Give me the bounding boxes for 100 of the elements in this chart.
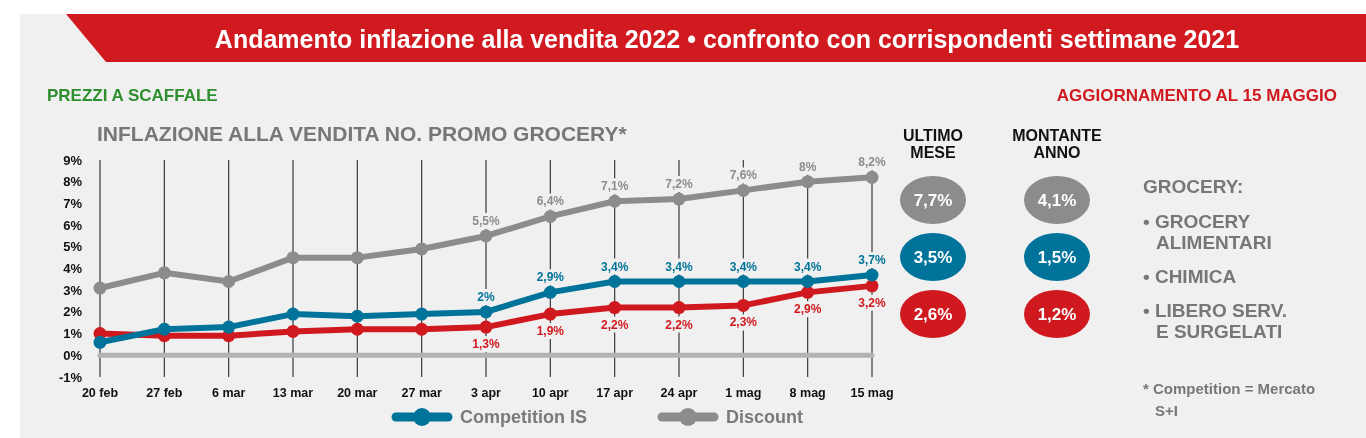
- point: [801, 175, 815, 189]
- point: [736, 275, 750, 289]
- data-label: 1,2%: [1037, 304, 1077, 324]
- point: [286, 324, 300, 338]
- text: • CHIMICA: [1143, 266, 1237, 287]
- legend-label: Competition IS: [460, 407, 587, 427]
- data-label: 3,4%: [600, 259, 629, 274]
- x-tick-label: 17 apr: [596, 386, 634, 400]
- data-label: 7,1%: [600, 179, 629, 194]
- data-label: 2,6%: [913, 304, 953, 324]
- text: * Competition = Mercato S+I: [1143, 380, 1316, 419]
- point: [350, 309, 364, 323]
- text: • LIBERO SERV. E SURGELATI: [1143, 300, 1287, 342]
- x-tick-label: 10 apr: [531, 386, 569, 400]
- point: [286, 251, 300, 265]
- point: [865, 268, 879, 282]
- point: [479, 229, 493, 243]
- point: [93, 281, 107, 295]
- x-tick-label: 3 apr: [471, 386, 502, 400]
- point: [608, 275, 622, 289]
- data-label: 7,6%: [729, 168, 758, 183]
- point: [415, 307, 429, 321]
- data-label: 4,1%: [1037, 190, 1077, 210]
- y-tick-label: 3%: [63, 282, 83, 298]
- y-tick-label: 8%: [63, 174, 83, 190]
- text: GROCERY:: [1143, 176, 1244, 197]
- point: [350, 322, 364, 336]
- data-label: 3,4%: [665, 259, 693, 274]
- x-tick-label: 24 apr: [660, 386, 698, 400]
- text: PREZZI A SCAFFALE: [47, 86, 218, 105]
- x-tick-label: 20 feb: [81, 386, 119, 400]
- y-tick-label: 6%: [63, 217, 83, 233]
- point: [93, 335, 107, 349]
- x-tick-label: 27 feb: [146, 386, 183, 400]
- point: [672, 192, 686, 206]
- category-label: ULTIMO MESE: [902, 127, 964, 161]
- point: [157, 322, 171, 336]
- point: [672, 301, 686, 315]
- point: [157, 266, 171, 280]
- data-label: 8,2%: [858, 155, 886, 170]
- x-tick-label: 13 mar: [272, 386, 314, 400]
- data-label: 3,7%: [858, 253, 886, 268]
- data-label: 2,3%: [729, 315, 758, 330]
- data-label: 3,5%: [913, 247, 953, 267]
- point: [543, 307, 557, 321]
- data-label: 5,5%: [472, 213, 500, 228]
- x-tick-label: 6 mar: [211, 386, 246, 400]
- data-label: 3,4%: [729, 259, 758, 274]
- y-tick-label: 7%: [63, 195, 83, 211]
- text: AGGIORNAMENTO AL 15 MAGGIO: [1056, 86, 1337, 105]
- data-label: 8%: [798, 159, 817, 174]
- data-label: 1,5%: [1037, 247, 1077, 267]
- point: [608, 194, 622, 208]
- x-tick-label: 20 mar: [337, 386, 378, 400]
- data-label: 2,9%: [536, 270, 565, 285]
- legend-label: Discount: [726, 407, 804, 427]
- point: [865, 279, 879, 293]
- point: [801, 285, 815, 299]
- x-tick-label: 15 mag: [850, 386, 894, 400]
- y-tick-label: 9%: [63, 152, 83, 168]
- point: [608, 301, 622, 315]
- data-label: 2,2%: [665, 317, 693, 332]
- x-tick-label: 8 mag: [789, 386, 826, 400]
- data-label: 7,7%: [913, 190, 953, 210]
- data-label: 3,4%: [793, 259, 822, 274]
- y-tick-label: 1%: [63, 326, 83, 342]
- point: [801, 275, 815, 289]
- point: [222, 275, 236, 289]
- point: [865, 170, 879, 184]
- point: [350, 251, 364, 265]
- x-tick-label: 27 mar: [401, 386, 442, 400]
- point: [415, 322, 429, 336]
- data-label: 1,9%: [536, 324, 565, 339]
- point: [479, 305, 493, 319]
- point: [736, 183, 750, 197]
- category-label: MONTANTE ANNO: [1012, 127, 1103, 161]
- chart-title: Andamento inflazione alla vendita 2022 • confronto con corrispondenti settimane 2021: [214, 25, 1240, 53]
- data-label: 2,2%: [600, 317, 629, 332]
- data-label: 6,4%: [536, 194, 565, 209]
- y-tick-label: 2%: [63, 304, 83, 320]
- data-label: 2,9%: [793, 302, 822, 317]
- point: [286, 307, 300, 321]
- point: [543, 285, 557, 299]
- data-label: 2%: [477, 289, 495, 304]
- point: [736, 298, 750, 312]
- text: • GROCERY ALIMENTARI: [1143, 211, 1272, 253]
- data-label: 1,3%: [472, 337, 500, 352]
- y-tick-label: 4%: [63, 261, 83, 277]
- y-tick-label: 0%: [63, 347, 83, 363]
- point: [415, 242, 429, 256]
- point: [672, 275, 686, 289]
- point: [222, 320, 236, 334]
- y-tick-label: 5%: [63, 239, 83, 255]
- data-label: 3,2%: [858, 295, 886, 310]
- y-tick-label: -1%: [58, 369, 83, 385]
- data-label: 7,2%: [665, 177, 693, 192]
- x-tick-label: 1 mag: [725, 386, 762, 400]
- chart-subtitle: INFLAZIONE ALLA VENDITA NO. PROMO GROCERY*: [97, 122, 628, 145]
- point: [543, 209, 557, 223]
- point: [479, 320, 493, 334]
